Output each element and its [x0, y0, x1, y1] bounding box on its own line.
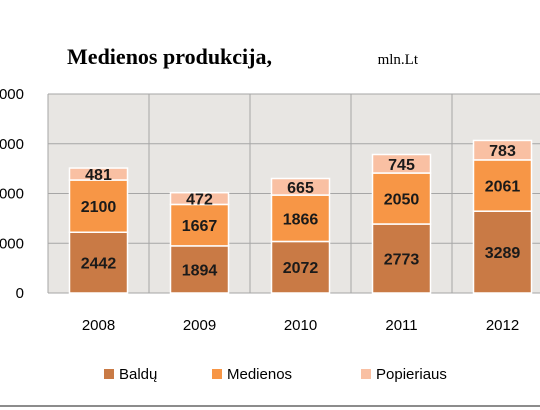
x-tick-label: 2011 [385, 317, 417, 334]
y-tick-label: 000 [0, 186, 24, 203]
data-label: 2442 [81, 256, 117, 273]
x-tick-label: 2012 [486, 317, 519, 334]
data-label: 783 [489, 143, 516, 160]
legend-swatch [361, 369, 371, 379]
bars [68, 139, 533, 294]
chart-title: Medienos produkcija, [67, 44, 272, 69]
x-axis: 2008 2009 2010 2011 2012 [82, 317, 519, 334]
data-label: 472 [186, 192, 213, 209]
legend-swatch [104, 369, 114, 379]
bar-segment [68, 231, 129, 294]
bar-segment [169, 245, 230, 294]
bar-segment [270, 240, 331, 294]
x-tick-label: 2008 [82, 317, 115, 334]
bar-segment [169, 203, 230, 247]
data-label: 3289 [485, 245, 521, 262]
bar-segment [270, 194, 331, 243]
data-label: 1667 [182, 218, 218, 235]
x-tick-label: 2009 [183, 317, 216, 334]
legend-label: Popieriaus [376, 366, 447, 383]
bar-segment [472, 159, 533, 212]
bar-segment [68, 167, 129, 181]
y-tick-label: 000 [0, 86, 24, 103]
data-label: 2061 [485, 179, 521, 196]
data-label: 2773 [384, 252, 420, 269]
data-label: 2100 [81, 199, 117, 216]
bar-segment [371, 153, 432, 174]
chart-unit: mln.Lt [378, 52, 419, 68]
y-tick-label: 000 [0, 235, 24, 252]
data-label: 745 [388, 157, 415, 174]
bar-segment [472, 139, 533, 161]
x-tick-label: 2010 [284, 317, 317, 334]
bar-segment [68, 179, 129, 234]
vertical-gridlines [47, 94, 453, 293]
bar-segment [270, 177, 331, 196]
data-labels: 2442 2100 481 1894 1667 472 2072 1866 665 2773 205… [81, 143, 521, 279]
data-label: 665 [287, 180, 314, 197]
bar-segment [169, 191, 230, 206]
data-label: 1866 [283, 211, 319, 228]
y-tick-label: 000 [0, 136, 24, 153]
legend-swatch [212, 369, 222, 379]
y-tick-label: 0 [16, 285, 24, 302]
legend-label: Baldų [119, 366, 157, 383]
data-label: 2050 [384, 192, 420, 209]
data-label: 2072 [283, 260, 319, 277]
legend: Baldų Medienos Popieriaus [104, 366, 447, 383]
bar-segment [472, 210, 533, 294]
data-label: 1894 [182, 262, 218, 279]
data-label: 481 [85, 167, 112, 184]
legend-label: Medienos [227, 366, 292, 383]
bar-segment [371, 223, 432, 294]
